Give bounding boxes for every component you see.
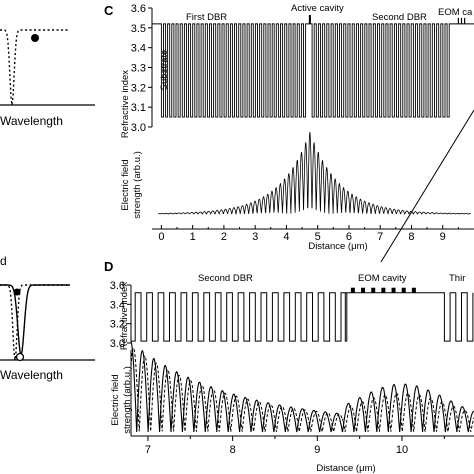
panel-c-refractive-index — [152, 14, 474, 118]
left-top-xlabel: Wavelength — [0, 114, 63, 128]
panel-c-dbr1-label: First DBR — [186, 12, 227, 23]
left-bottom-panel: d Wavelength — [0, 254, 95, 382]
panel-c-ytick-label: 3.2 — [131, 82, 146, 94]
panel-c-xlabel: Distance (μm) — [308, 241, 367, 252]
panel-c-top-ylabel: Refractive index — [120, 70, 131, 138]
panel-c-ytick-label: 3.5 — [131, 23, 146, 35]
panel-d-xtick-label: 8 — [230, 444, 236, 456]
panel-d-field-solid — [130, 341, 474, 433]
panel-d-eom-well — [401, 287, 406, 293]
panel-c-xtick-label: 6 — [346, 231, 352, 243]
panel-c-field-curve — [158, 131, 471, 216]
panel-c-xtick-label: 3 — [252, 231, 258, 243]
panel-d-dbr2-label: Second DBR — [198, 273, 253, 284]
panel-c-eom-label: EOM ca — [438, 7, 473, 18]
panel-d-xtick-label: 9 — [314, 444, 320, 456]
panel-d-letter: D — [104, 259, 113, 274]
left-bottom-open-marker — [15, 352, 25, 362]
panel-c-xtick-label: 0 — [158, 231, 164, 243]
left-top-dotted-curve — [0, 29, 70, 106]
panel-d-ytick-label: 3.0 — [110, 338, 125, 350]
panel-c: C 3.0 3.1 3.2 3.3 3.4 3.5 3.6 0 1 2 3 4 5 6 7 8 9 Refra… — [104, 3, 474, 252]
panel-d-eom-well — [411, 287, 416, 293]
panel-d-xtick-label: 10 — [396, 444, 408, 456]
panel-d: D 3.0 3.2 3.4 3.6 7 8 9 10 Refractive index El… — [104, 259, 474, 474]
left-top-panel: Wavelength — [0, 29, 95, 128]
panel-c-bottom-ylabel-line2: strength (arb.u.) — [132, 151, 143, 219]
panel-d-ytick-label: 3.6 — [110, 280, 125, 292]
panel-c-xtick-label: 2 — [221, 231, 227, 243]
panel-c-ytick-label: 3.6 — [131, 3, 146, 15]
panel-d-eom-label: EOM cavity — [358, 273, 407, 284]
panel-c-top-yaxis: 3.0 3.1 3.2 3.3 3.4 3.5 3.6 — [131, 3, 153, 134]
panel-c-dbr2-label: Second DBR — [372, 12, 427, 23]
panel-d-refractive-index — [131, 287, 474, 342]
panel-c-xtick-label: 7 — [377, 231, 383, 243]
panel-c-ytick-label: 3.3 — [131, 63, 146, 75]
panel-d-xaxis: 7 8 9 10 — [130, 350, 474, 456]
panel-d-field-strength — [130, 341, 474, 433]
panel-d-top-ylabel: Refractive index — [119, 282, 130, 350]
panel-c-ytick-label: 3.4 — [131, 43, 146, 55]
panel-d-bottom-ylabel-line1: Electric field — [110, 374, 121, 425]
panel-d-xlabel: Distance (μm) — [316, 463, 375, 474]
panel-d-eom-well — [381, 287, 386, 293]
panel-d-eom-well — [361, 287, 366, 293]
panel-d-dbr3-label: Thir — [449, 273, 465, 284]
panel-c-xtick-label: 1 — [190, 231, 196, 243]
panel-d-bottom-ylabel-line2: strength (arb.u.) — [122, 366, 133, 434]
panel-d-field-dashed — [130, 347, 474, 432]
left-bottom-filled-marker — [13, 288, 21, 296]
left-bottom-solid-curve — [0, 284, 70, 358]
panel-c-field-strength — [158, 131, 471, 216]
panel-c-index-profile — [152, 23, 474, 118]
panel-d-xtick-label: 7 — [145, 444, 151, 456]
panel-c-xaxis: 0 1 2 3 4 5 6 7 8 9 — [152, 225, 474, 243]
left-bottom-dotted-curve — [0, 284, 70, 361]
panel-d-eom-well — [391, 287, 396, 293]
panel-d-ytick-label: 3.2 — [110, 319, 125, 331]
panel-c-ytick-label: 3.0 — [131, 122, 146, 134]
panel-c-xtick-label: 8 — [408, 231, 414, 243]
left-top-filled-marker — [31, 34, 39, 42]
panel-c-cavity-label: Active cavity — [291, 3, 344, 14]
panel-d-ytick-label: 3.4 — [110, 299, 125, 311]
panel-c-xtick-label: 5 — [315, 231, 321, 243]
panel-d-index-profile — [131, 292, 474, 342]
panel-c-xtick-label: 4 — [283, 231, 289, 243]
panel-d-eom-well — [350, 287, 355, 293]
panel-c-letter: C — [104, 3, 114, 18]
panel-c-ytick-label: 3.1 — [131, 102, 146, 114]
panel-d-eom-well — [371, 287, 376, 293]
panel-d-top-yaxis: 3.0 3.2 3.4 3.6 — [110, 280, 132, 350]
panel-c-xtick-label: 9 — [440, 231, 446, 243]
zoom-connector-line — [380, 109, 474, 263]
left-bottom-xlabel: Wavelength — [0, 368, 63, 382]
left-bottom-top-text: d — [0, 254, 7, 268]
panel-c-bottom-ylabel-line1: Electric field — [120, 159, 131, 210]
panel-c-substrate-label: Substrate — [159, 50, 170, 91]
